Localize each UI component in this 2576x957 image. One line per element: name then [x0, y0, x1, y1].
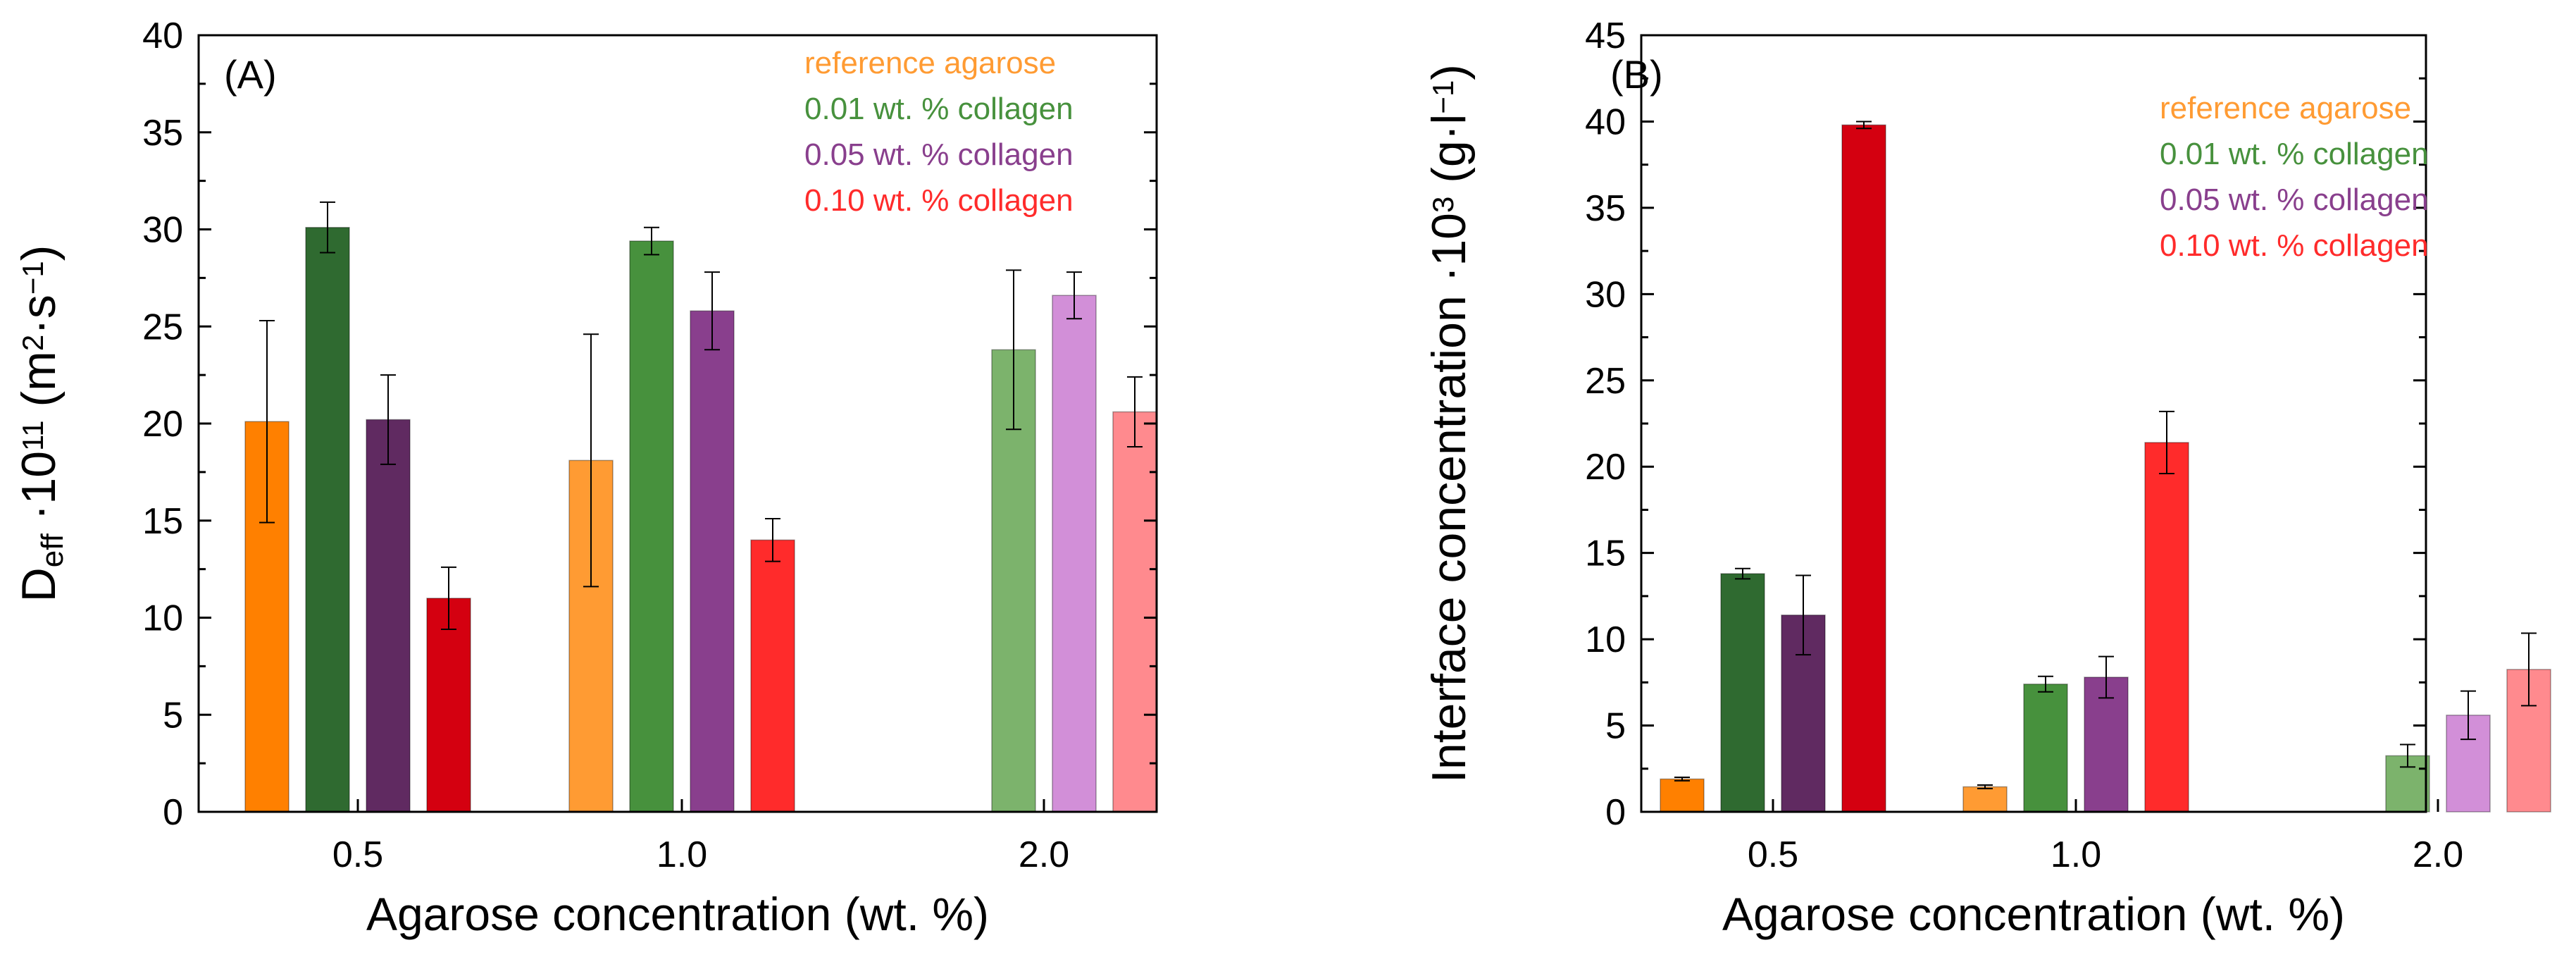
- y-tick-label: 30: [1585, 274, 1626, 315]
- x-tick-label: 1.0: [2051, 834, 2101, 875]
- bar-1-2: [2084, 677, 2129, 813]
- y-tick-label: 5: [1605, 706, 1626, 747]
- bar-0-1: [305, 226, 350, 813]
- error-bar-2-2: [1066, 271, 1082, 320]
- y-tick-label: 25: [142, 307, 183, 347]
- error-bar-2-3: [2521, 632, 2537, 707]
- chart-panel-b: 0 5 10 15 20 25 30 35 40 45 0.5 1.0 2.0 Agarose conce…: [1422, 16, 2551, 940]
- error-bar-1-0: [583, 333, 599, 588]
- error-bar-0-2: [1796, 574, 1811, 656]
- legend-entry-3: 0.10 wt. % collagen: [804, 183, 1074, 218]
- y-tick-label: 0: [1605, 792, 1626, 833]
- legend-entry-0: reference agarose: [2160, 91, 2411, 125]
- error-bar-1-3: [2159, 410, 2174, 475]
- panel-label: (B): [1610, 52, 1663, 97]
- bar-1-3: [750, 539, 795, 813]
- bar-0-3: [426, 598, 471, 813]
- y-tick-label: 30: [142, 210, 183, 251]
- y-tick-label: 15: [142, 501, 183, 542]
- legend-entry-1: 0.01 wt. % collagen: [804, 92, 1074, 126]
- x-tick-label: 0.5: [332, 834, 383, 875]
- error-bar-0-3: [441, 566, 456, 631]
- x-axis-title: Agarose concentration (wt. %): [366, 888, 989, 940]
- bar-0-0: [1660, 778, 1705, 813]
- y-tick-label: 10: [142, 598, 183, 639]
- chart-panel-a: 0 5 10 15 20 25 30 35 40 0.5 1.0 2.0 Agarose concent…: [12, 16, 1158, 940]
- y-tick-label: 10: [1585, 619, 1626, 660]
- y-tick-label: 40: [142, 16, 183, 56]
- error-bar-1-2: [704, 271, 720, 351]
- bar-2-2: [1052, 295, 1097, 813]
- bar-1-1: [629, 240, 674, 813]
- error-bar-1-3: [765, 517, 780, 562]
- error-bar-1-1: [2038, 675, 2053, 693]
- legend: reference agarose 0.01 wt. % collagen 0.05…: [804, 46, 1074, 218]
- bar-2-3: [1112, 411, 1157, 813]
- x-tick-label: 2.0: [1019, 834, 1069, 875]
- legend-entry-0: reference agarose: [804, 46, 1056, 80]
- bar-0-2: [366, 419, 411, 813]
- error-bar-0-3: [1856, 121, 1872, 130]
- error-bar-0-1: [320, 201, 335, 254]
- legend-entry-1: 0.01 wt. % collagen: [2160, 137, 2429, 171]
- error-bar-0-2: [380, 374, 396, 465]
- y-tick-label: 40: [1585, 101, 1626, 142]
- bar-0-3: [1841, 124, 1886, 813]
- y-tick-label: 0: [163, 792, 183, 833]
- x-tick-label: 0.5: [1748, 834, 1798, 875]
- y-tick-label: 15: [1585, 533, 1626, 574]
- y-tick-label: 45: [1585, 16, 1626, 56]
- error-bar-2-1: [2400, 743, 2415, 768]
- error-bar-2-3: [1127, 376, 1143, 448]
- panel-label: (A): [224, 52, 277, 97]
- error-bar-0-1: [1735, 567, 1750, 580]
- y-tick-label: 20: [142, 404, 183, 445]
- error-bar-1-2: [2098, 655, 2114, 699]
- error-bar-1-1: [644, 226, 659, 256]
- legend-entry-3: 0.10 wt. % collagen: [2160, 228, 2429, 263]
- legend-entry-2: 0.05 wt. % collagen: [804, 137, 1074, 172]
- y-tick-label: 20: [1585, 447, 1626, 488]
- x-tick-label: 2.0: [2413, 834, 2463, 875]
- error-bar-2-2: [2460, 690, 2476, 741]
- y-tick-label: 35: [1585, 188, 1626, 229]
- legend: reference agarose 0.01 wt. % collagen 0.05…: [2160, 91, 2429, 263]
- y-axis-title: Interface concentration ·103 (g·l−1): [1422, 64, 1476, 783]
- y-tick-label: 25: [1585, 361, 1626, 402]
- bar-1-2: [690, 310, 735, 813]
- bar-1-0: [1962, 786, 2008, 813]
- x-axis-title: Agarose concentration (wt. %): [1722, 888, 2345, 940]
- error-bar-0-0: [1674, 777, 1690, 782]
- error-bar-1-0: [1977, 784, 1993, 789]
- error-bar-0-0: [259, 319, 275, 524]
- bar-1-3: [2144, 442, 2189, 813]
- legend-entry-2: 0.05 wt. % collagen: [2160, 183, 2429, 217]
- bar-0-1: [1720, 573, 1765, 813]
- y-axis-title: Deff ·1011 (m2·s−1): [12, 245, 70, 603]
- y-tick-label: 35: [142, 113, 183, 154]
- y-tick-label: 5: [163, 695, 183, 736]
- bar-1-1: [2023, 684, 2068, 813]
- error-bar-2-1: [1006, 269, 1021, 431]
- x-tick-label: 1.0: [657, 834, 707, 875]
